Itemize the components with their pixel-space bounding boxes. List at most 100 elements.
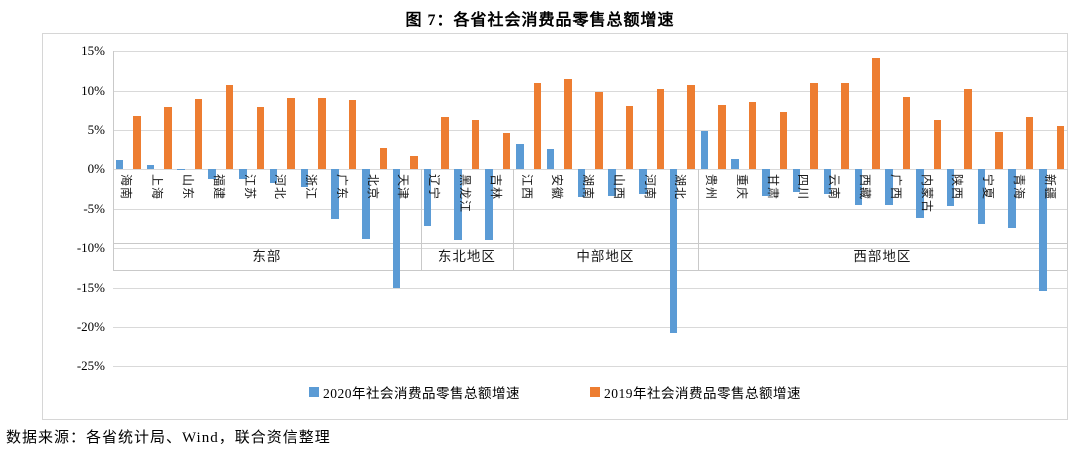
category-label: 河北 [273,174,288,201]
bar-2019 [502,133,511,170]
bar-2020 [885,169,893,206]
bar-2020 [485,169,493,241]
legend-item-2020: 2020年社会消费品零售总额增速 [309,382,520,402]
gridline [113,129,1067,131]
bar-2020 [762,169,770,197]
category-label: 贵州 [704,174,719,201]
bar-2020 [423,169,432,226]
bar-2020 [823,169,832,194]
legend-swatch-2019 [590,387,600,397]
bar-2019 [779,111,788,170]
category-label: 湖北 [673,174,688,201]
bar-2019 [533,83,541,170]
category-label: 天津 [396,174,411,201]
bar-2019 [810,82,818,170]
legend-item-2019: 2019年社会消费品零售总额增速 [590,382,801,402]
bar-2020 [977,169,986,225]
bar-2019 [595,92,603,170]
bar-2019 [718,104,726,170]
bar-2020 [269,169,278,183]
bar-2019 [379,148,388,170]
bar-2020 [146,165,155,170]
category-label: 西藏 [858,174,872,201]
region-divider [697,169,699,270]
bar-2019 [194,99,203,170]
bar-2020 [1008,169,1016,228]
category-label: 广东 [334,174,349,201]
bar-2020 [177,169,185,171]
bar-2020 [700,130,709,170]
category-label: 重庆 [734,174,749,201]
bar-2019 [1025,117,1034,170]
category-label: 云南 [827,174,842,201]
category-label: 新疆 [1042,174,1057,201]
legend: 2020年社会消费品零售总额增速 2019年社会消费品零售总额增速 [43,382,1067,402]
bar-2020 [392,169,401,289]
category-label: 福建 [211,174,226,201]
bar-2020 [669,169,678,334]
region-divider [1067,169,1068,270]
bar-2019 [687,85,695,170]
bar-2020 [516,144,524,170]
bar-2019 [441,117,449,170]
bar-2020 [608,169,616,197]
source-note: 数据来源：各省统计局、Wind，联合资信整理 [6,430,331,446]
bar-2020 [731,159,739,170]
gridline [113,208,1067,210]
category-label: 北京 [365,174,380,201]
bar-2019 [318,98,326,170]
bar-2019 [348,100,357,170]
gridline [113,90,1067,92]
bar-2020 [916,169,924,219]
category-label: 陕西 [950,174,965,201]
bar-2019 [256,107,264,170]
bar-2019 [410,155,418,170]
y-axis-tick-label: -15% [76,279,105,295]
category-label: 海南 [119,174,134,201]
y-axis-tick-label: 15% [81,43,105,59]
chart-title: 图 7：各省社会消费品零售总额增速 [405,12,675,29]
bar-2019 [225,85,234,170]
category-label: 吉林 [488,174,503,201]
region-divider [113,169,114,270]
y-axis-tick-label: 0% [87,161,105,177]
y-axis-tick-label: -10% [76,240,105,256]
category-label: 宁夏 [981,174,996,201]
region-divider [513,169,515,270]
bar-2020 [1039,169,1047,292]
category-label: 湖南 [581,174,595,201]
category-label: 江苏 [242,174,257,201]
bar-2019 [902,96,911,170]
bar-2020 [577,169,585,197]
bar-2019 [471,120,480,170]
category-label: 青海 [1011,174,1026,201]
chart-frame: 2020年社会消费品零售总额增速 2019年社会消费品零售总额增速 15% 10% 5… [42,33,1068,420]
region-label: 东部 [252,249,282,264]
category-label: 辽宁 [427,174,442,201]
region-label: 西部地区 [853,249,912,264]
category-label: 内蒙古 [919,174,934,214]
legend-label: 2019年社会消费品零售总额增速 [604,386,801,401]
region-divider [420,169,422,270]
bar-2020 [639,169,647,195]
y-axis-tick-label: 10% [81,82,105,98]
bar-2019 [872,58,880,170]
category-label: 浙江 [304,174,318,201]
y-axis-tick-label: -25% [76,358,105,374]
bar-2020 [946,169,955,207]
legend-label: 2020年社会消费品零售总额增速 [323,386,520,401]
category-label: 山西 [611,174,626,201]
category-label: 安徽 [550,174,565,201]
category-label: 山东 [180,174,195,201]
bar-2020 [208,169,216,179]
gridline [113,51,1067,53]
bar-2019 [656,88,664,170]
bar-2020 [115,159,124,170]
bar-2019 [995,132,1003,170]
bar-2019 [625,105,634,170]
region-label: 中部地区 [576,249,635,264]
y-axis-tick-label: -20% [76,318,105,334]
bar-2019 [133,115,141,170]
category-label: 黑龙江 [457,174,472,214]
